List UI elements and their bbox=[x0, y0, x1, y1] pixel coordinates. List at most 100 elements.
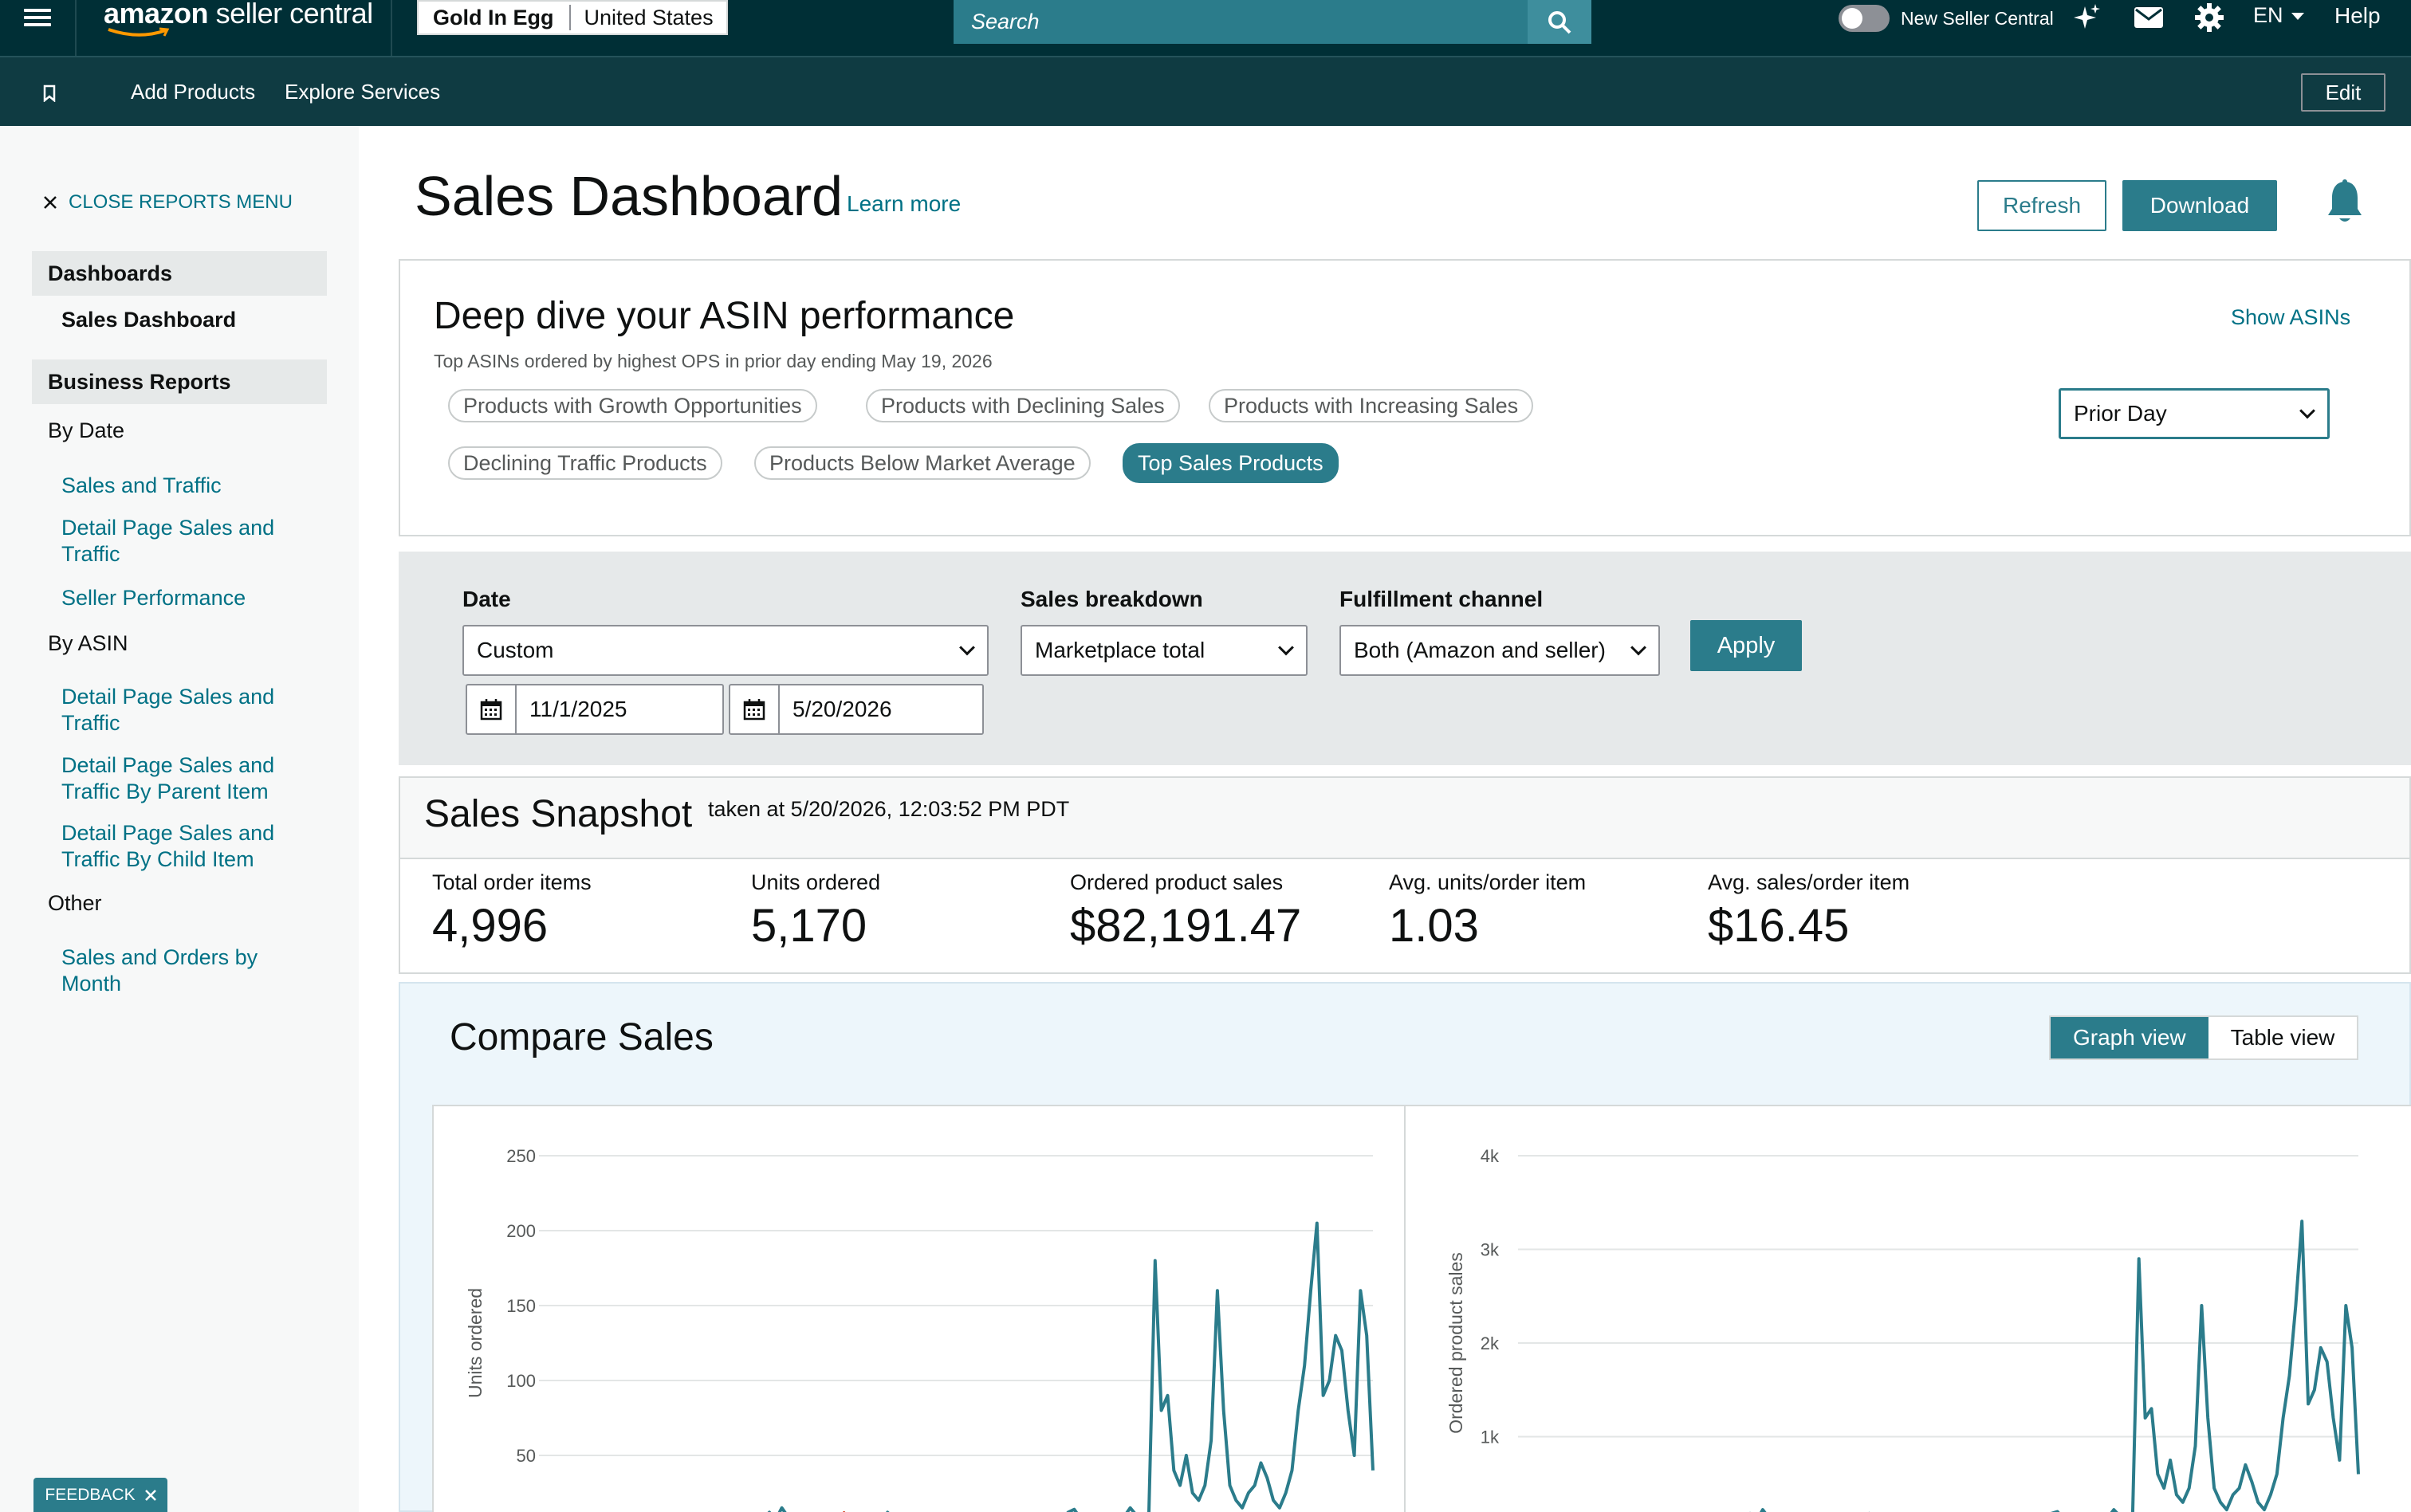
start-date-value: 11/1/2025 bbox=[529, 697, 627, 721]
top-navigation-bar: amazon seller central Gold In Egg United… bbox=[0, 0, 2411, 56]
calendar-icon[interactable] bbox=[730, 685, 780, 733]
help-link[interactable]: Help bbox=[2334, 3, 2381, 28]
new-seller-central-label: New Seller Central bbox=[1901, 8, 2054, 29]
chevron-down-icon bbox=[2291, 13, 2304, 21]
menu-icon[interactable] bbox=[24, 5, 51, 32]
search-icon bbox=[1548, 10, 1571, 33]
metric-value: $82,191.47 bbox=[1070, 900, 1302, 952]
new-seller-central-toggle[interactable] bbox=[1839, 5, 1890, 32]
store-name: Gold In Egg bbox=[419, 5, 572, 30]
snapshot-timestamp: taken at 5/20/2026, 12:03:52 PM PDT bbox=[708, 797, 1070, 821]
y-tick-label: 2k bbox=[1481, 1333, 1500, 1353]
fulfillment-channel-label: Fulfillment channel bbox=[1339, 587, 1544, 611]
sidebar-item-asin-detail-page[interactable]: Detail Page Sales and Traffic bbox=[61, 685, 275, 735]
period-select[interactable]: Prior Day bbox=[2059, 388, 2330, 439]
divider bbox=[391, 0, 392, 56]
sidebar-item-seller-performance[interactable]: Seller Performance bbox=[61, 586, 246, 610]
y-tick-label: 3k bbox=[1481, 1240, 1500, 1260]
chip-top-sales-products[interactable]: Top Sales Products bbox=[1123, 443, 1339, 483]
language-selector[interactable]: EN bbox=[2253, 3, 2304, 28]
sidebar-section-dashboards: Dashboards bbox=[32, 251, 327, 296]
sales-snapshot-metrics: Total order items 4,996 Units ordered 5,… bbox=[399, 859, 2411, 974]
chevron-down-icon bbox=[1630, 639, 1646, 656]
table-view-button[interactable]: Table view bbox=[2230, 1025, 2335, 1050]
sidebar-item-asin-child[interactable]: Detail Page Sales and Traffic By Child I… bbox=[61, 821, 275, 871]
close-icon bbox=[44, 196, 57, 209]
brand-logo[interactable]: amazon seller central bbox=[104, 0, 373, 29]
sparkle-icon[interactable] bbox=[2068, 0, 2105, 35]
charts-container: 250200150100500Units ordered4k3k2k1k0Ord… bbox=[432, 1105, 2411, 1512]
bookmark-icon[interactable] bbox=[43, 84, 56, 102]
end-date-field[interactable]: 5/20/2026 bbox=[729, 684, 984, 735]
feedback-button[interactable]: FEEDBACK bbox=[33, 1478, 167, 1512]
download-button[interactable]: Download bbox=[2122, 180, 2277, 231]
learn-more-link[interactable]: Learn more bbox=[847, 191, 962, 216]
bookmarks-bar: Add Products Explore Services Edit bbox=[0, 56, 2411, 126]
y-tick-label: 200 bbox=[506, 1221, 536, 1241]
chip-growth-opportunities[interactable]: Products with Growth Opportunities bbox=[448, 389, 817, 422]
divider bbox=[75, 0, 77, 56]
fulfillment-channel-select[interactable]: Both (Amazon and seller) bbox=[1339, 625, 1660, 676]
reports-sidebar: CLOSE REPORTS MENU Dashboards Sales Dash… bbox=[0, 126, 359, 1512]
calendar-icon[interactable] bbox=[467, 685, 517, 733]
asin-performance-card: Deep dive your ASIN performance Top ASIN… bbox=[399, 259, 2411, 536]
y-tick-label: 50 bbox=[517, 1446, 536, 1466]
search-field[interactable] bbox=[954, 0, 1528, 44]
asin-card-title: Deep dive your ASIN performance bbox=[434, 295, 1015, 337]
chip-declining-sales[interactable]: Products with Declining Sales bbox=[866, 389, 1180, 422]
sidebar-item-sales-orders-month[interactable]: Sales and Orders by Month bbox=[61, 945, 258, 996]
store-switcher[interactable]: Gold In Egg United States bbox=[417, 0, 728, 35]
asin-card-subtitle: Top ASINs ordered by highest OPS in prio… bbox=[434, 351, 993, 371]
sidebar-item-sales-and-traffic[interactable]: Sales and Traffic bbox=[61, 473, 222, 497]
sales-snapshot-header: Sales Snapshot taken at 5/20/2026, 12:03… bbox=[399, 776, 2411, 859]
page-title: Sales Dashboard bbox=[415, 165, 843, 227]
metric-value: 4,996 bbox=[432, 900, 549, 952]
refresh-button[interactable]: Refresh bbox=[1977, 180, 2106, 231]
metric-label: Ordered product sales bbox=[1070, 870, 1284, 894]
chip-declining-traffic[interactable]: Declining Traffic Products bbox=[448, 446, 722, 480]
start-date-field[interactable]: 11/1/2025 bbox=[466, 684, 724, 735]
compare-sales-section: Compare Sales Graph view Table view 250 2… bbox=[399, 982, 2411, 1512]
explore-services-link[interactable]: Explore Services bbox=[285, 80, 441, 104]
date-range-select[interactable]: Custom bbox=[462, 625, 989, 676]
series-line bbox=[1749, 1219, 2360, 1512]
date-label: Date bbox=[462, 587, 511, 611]
y-tick-label: 1k bbox=[1481, 1428, 1500, 1447]
graph-view-button[interactable]: Graph view bbox=[2051, 1017, 2208, 1058]
sales-breakdown-select[interactable]: Marketplace total bbox=[1021, 625, 1308, 676]
bell-icon[interactable] bbox=[2325, 179, 2365, 226]
search-button[interactable] bbox=[1528, 0, 1591, 44]
mail-icon[interactable] bbox=[2130, 0, 2167, 35]
sidebar-group-by-date: By Date bbox=[48, 418, 125, 442]
close-reports-menu-button[interactable]: CLOSE REPORTS MENU bbox=[43, 191, 293, 214]
charts-svg: 250200150100500Units ordered4k3k2k1k0Ord… bbox=[465, 1106, 2360, 1512]
y-tick-label: 100 bbox=[506, 1371, 536, 1391]
y-tick-label: 250 bbox=[506, 1146, 536, 1166]
sidebar-group-by-asin: By ASIN bbox=[48, 631, 128, 655]
end-date-value: 5/20/2026 bbox=[793, 697, 892, 721]
series-line bbox=[767, 1221, 1375, 1512]
y-axis-label: Ordered product sales bbox=[1445, 1252, 1466, 1434]
sidebar-item-asin-parent[interactable]: Detail Page Sales and Traffic By Parent … bbox=[61, 753, 275, 803]
sidebar-item-date-detail-page[interactable]: Detail Page Sales and Traffic bbox=[61, 516, 275, 566]
apply-button[interactable]: Apply bbox=[1690, 620, 1802, 671]
metric-label: Avg. units/order item bbox=[1389, 870, 1587, 894]
gear-icon[interactable] bbox=[2191, 0, 2228, 35]
edit-button[interactable]: Edit bbox=[2301, 73, 2385, 112]
chip-increasing-sales[interactable]: Products with Increasing Sales bbox=[1209, 389, 1534, 422]
show-asins-link[interactable]: Show ASINs bbox=[2231, 305, 2351, 329]
metric-label: Avg. sales/order item bbox=[1708, 870, 1910, 894]
sidebar-group-other: Other bbox=[48, 891, 102, 915]
chip-below-market-average[interactable]: Products Below Market Average bbox=[754, 446, 1091, 480]
close-icon[interactable] bbox=[144, 1489, 156, 1501]
search-input[interactable] bbox=[954, 0, 1528, 44]
sidebar-section-business-reports: Business Reports bbox=[32, 359, 327, 404]
sales-snapshot-title: Sales Snapshot bbox=[424, 793, 693, 835]
metric-value: 1.03 bbox=[1389, 900, 1479, 952]
sidebar-item-sales-dashboard[interactable]: Sales Dashboard bbox=[61, 308, 237, 332]
metric-label: Units ordered bbox=[751, 870, 881, 894]
compare-sales-title: Compare Sales bbox=[450, 1016, 714, 1058]
filter-panel: Date Custom 11/1/2025 5/20/2026 Sales br… bbox=[399, 552, 2411, 765]
add-products-link[interactable]: Add Products bbox=[131, 80, 256, 104]
y-tick-label: 150 bbox=[506, 1296, 536, 1316]
